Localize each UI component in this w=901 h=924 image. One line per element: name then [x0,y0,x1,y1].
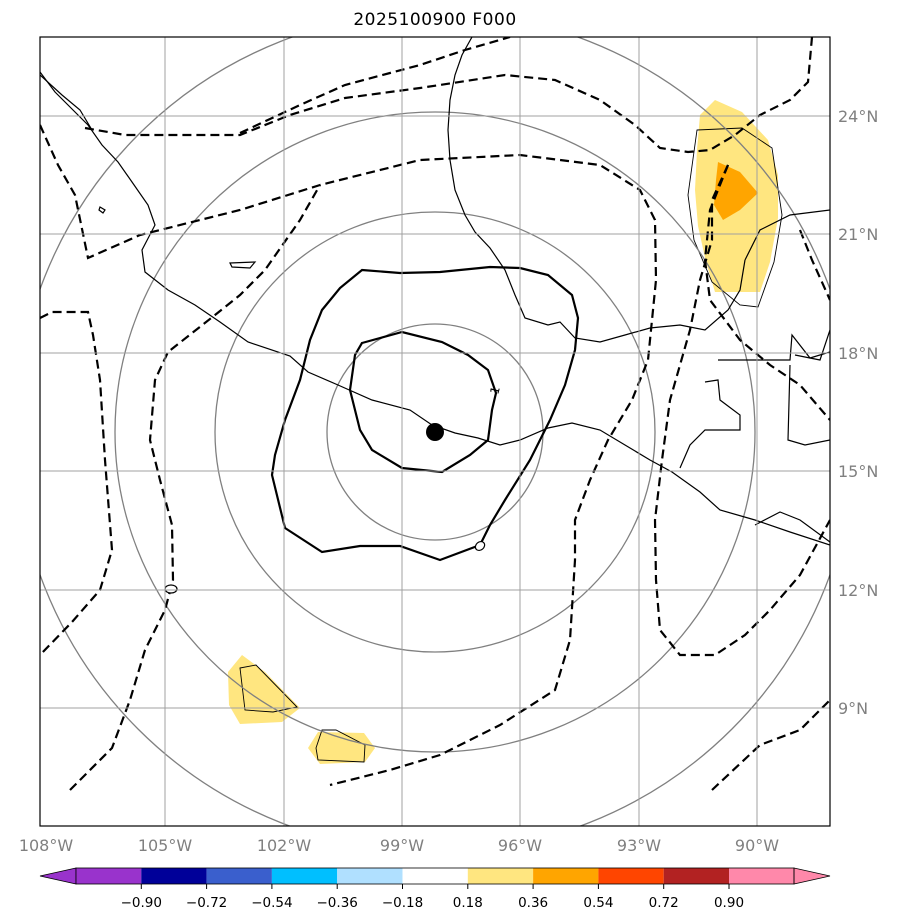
colorbar-tick-label-6: 0.18 [453,895,483,911]
colorbar-tick-label-10: 0.90 [714,895,744,911]
colorbar-tick-label-7: 0.36 [518,895,548,911]
shading-region-orange-northeast [714,162,758,220]
colorbar-extend-right [793,867,831,885]
colorbar-tick-label-1: −0.90 [121,895,162,911]
dashed-contour-4 [84,37,814,154]
lat-label-15n: 15°N [838,462,878,481]
shading-positive [228,100,778,764]
storm-center-marker [426,423,444,441]
border-guatemala [718,333,830,361]
border-honduras [787,364,830,446]
gray-circle-2 [214,211,656,653]
coastline-yucatan-east [744,209,830,261]
dashed-contour-5 [239,37,511,134]
thin-contour-southwest-2 [315,729,366,763]
colorbar-ticks [140,884,730,889]
dashed-contour-2 [40,310,114,656]
lon-label-105w: 105°W [138,836,193,855]
colorbar-segment-7 [467,868,534,884]
colorbar-segment-1 [76,868,142,884]
thin-contours [239,127,783,763]
dashed-contour-3 [69,184,321,791]
colorbar-segment-4 [271,868,338,884]
solid-contour-inner [348,330,498,474]
colorbar-segment-6 [402,868,468,884]
colorbar-extend-left [39,867,77,885]
dashed-contour-8 [711,699,830,791]
lon-label-90w: 90°W [735,836,779,855]
gray-circle-3 [114,111,756,753]
colorbar: −0.90 −0.72 −0.54 −0.36 −0.18 0.18 0.36 … [39,867,831,911]
colorbar-segment-2 [141,868,207,884]
colorbar-segment-9 [598,868,664,884]
solid-contours [270,265,580,562]
colorbar-tick-label-3: −0.54 [251,895,292,911]
dashed-contour-9 [798,229,830,301]
lat-label-9n: 9°N [838,699,868,718]
thin-contour-northeast [687,127,783,308]
colorbar-segment-3 [206,868,272,884]
lon-label-93w: 93°W [617,836,661,855]
dashed-contour-1 [40,124,658,787]
colorbar-frame [75,867,795,885]
coastline-caribbean [794,329,830,361]
lon-labels: 108°W 105°W 102°W 99°W 96°W 93°W 90°W [19,836,779,855]
colorbar-segment-8 [533,868,599,884]
colorbar-tick-label-2: −0.72 [186,895,227,911]
gridlines [40,37,830,826]
gray-circles [40,37,830,826]
lon-label-102w: 102°W [257,836,312,855]
coastline-pacific-mexico [40,71,830,546]
colorbar-tick-labels: −0.90 −0.72 −0.54 −0.36 −0.18 0.18 0.36 … [121,895,744,911]
thin-contour-southwest-1 [239,664,298,713]
island-revillagigedo [229,261,257,269]
lon-label-99w: 99°W [380,836,424,855]
coastline-central-america [754,511,830,543]
map-frame [39,36,831,827]
colorbar-tick-label-5: −0.18 [382,895,423,911]
contour-label-1: 1 [487,385,503,396]
lat-label-18n: 18°N [838,344,878,363]
colorbar-tick-label-4: −0.36 [317,895,358,911]
lat-label-21n: 21°N [838,225,878,244]
plot-title: 2025100900 F000 [353,10,517,30]
map-area: 1 0 0 [40,37,830,826]
lat-label-12n: 12°N [838,581,878,600]
coastline-baja-tip [40,74,93,131]
contour-label-0-south-marker [474,540,486,552]
colorbar-segment-10 [663,868,729,884]
border-belize [679,379,741,469]
lon-label-96w: 96°W [498,836,542,855]
colorbar-segment-5 [337,868,403,884]
island-socorro [98,206,106,214]
colorbar-tick-label-9: 0.72 [649,895,679,911]
dashed-contour-6 [703,164,830,421]
shading-region-yellow-southwest-1 [228,655,300,724]
contour-labels: 1 0 0 [164,385,503,594]
colorbar-segment-11 [729,868,794,884]
lat-label-24n: 24°N [838,107,878,126]
lat-labels: 24°N 21°N 18°N 15°N 12°N 9°N [838,107,878,718]
colorbar-tick-label-8: 0.54 [583,895,613,911]
solid-contour-outer [270,265,580,562]
lon-label-108w: 108°W [19,836,74,855]
shading-region-yellow-southwest-2 [308,732,375,764]
contour-label-0-west-marker [164,584,178,594]
